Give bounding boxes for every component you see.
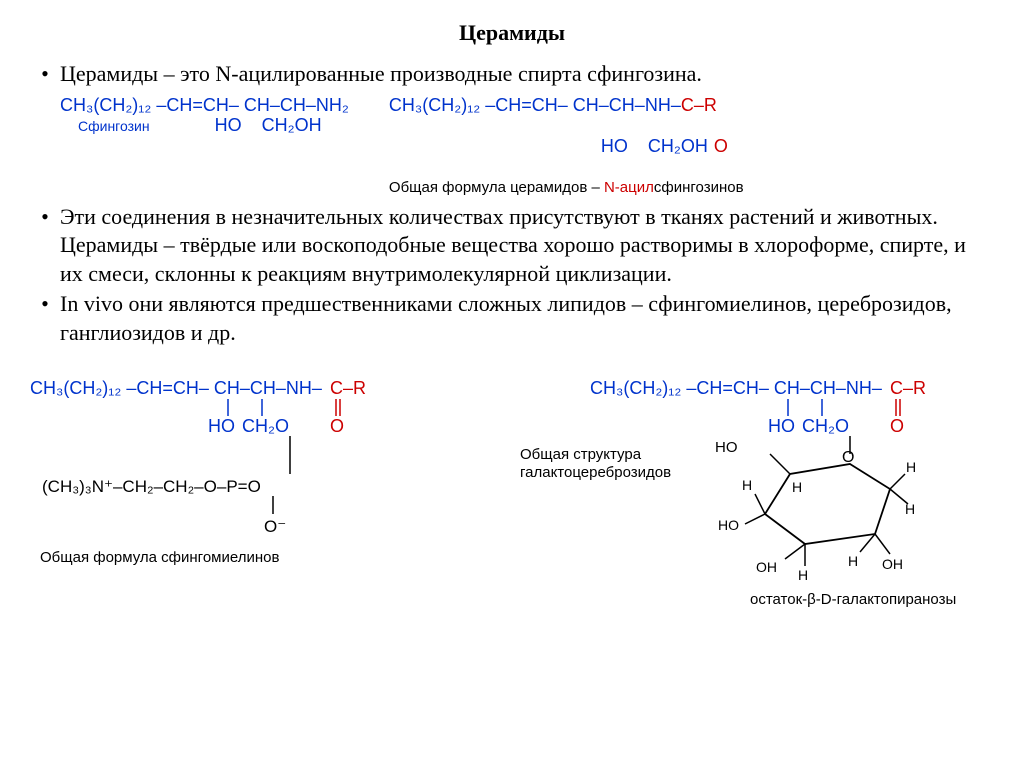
- sphingosine-chain: CH₃(CH₂)₁₂ –CH=CH– CH–CH–NH₂: [60, 95, 349, 115]
- galactose-ring: [765, 464, 890, 544]
- bullet-2-text: Эти соединения в незначительных количест…: [60, 203, 994, 289]
- gc-sugar-caption: остаток-β-D-галактопиранозы: [750, 591, 956, 608]
- sm-ominus: O⁻: [264, 517, 286, 536]
- bullet-3: • In vivo они являются предшественниками…: [30, 290, 994, 347]
- svg-text:OH: OH: [756, 559, 777, 575]
- ceramide-sub: HO CH₂OH: [601, 136, 708, 156]
- svg-text:HO: HO: [715, 439, 738, 456]
- sphingosine-sub: HO CH₂OH: [215, 115, 322, 135]
- ceramide-caption-red: N-ацил: [604, 179, 654, 196]
- ceramide-acyl: C–R: [681, 95, 717, 115]
- galacto-svg: CH₃(CH₂)₁₂ –CH=CH– CH–CH–NH– C–R HO CH₂O…: [520, 374, 1000, 614]
- svg-text:H: H: [792, 479, 802, 495]
- gc-side-caption-1: Общая структура: [520, 446, 642, 463]
- gc-top-blue: CH₃(CH₂)₁₂ –CH=CH– CH–CH–NH–: [590, 378, 882, 398]
- svg-text:H: H: [905, 501, 915, 517]
- bullet-3-text: In vivo они являются предшественниками с…: [60, 290, 994, 347]
- bullet-1: • Церамиды – это N-ацилированные произво…: [30, 60, 994, 89]
- page-title: Церамиды: [30, 20, 994, 46]
- sphingosine-label: Сфингозин: [78, 118, 150, 134]
- formula-ceramide-general: CH₃(CH₂)₁₂ –CH=CH– CH–CH–NH–C–R HO CH₂OH…: [389, 95, 744, 197]
- ceramide-caption-post: сфингозинов: [654, 179, 744, 196]
- bullet-1-text: Церамиды – это N-ацилированные производн…: [60, 60, 994, 89]
- gc-o: O: [890, 416, 904, 436]
- diagram-sphingomyelin: CH₃(CH₂)₁₂ –CH=CH– CH–CH–NH– C–R HO CH₂O…: [30, 374, 490, 619]
- svg-text:H: H: [906, 459, 916, 475]
- svg-text:H: H: [848, 553, 858, 569]
- bullet-mark: •: [30, 290, 60, 347]
- sm-caption: Общая формула сфингомиелинов: [40, 549, 279, 566]
- bullet-mark: •: [30, 60, 60, 89]
- bullet-mark: •: [30, 203, 60, 289]
- bullet-2: • Эти соединения в незначительных количе…: [30, 203, 994, 289]
- gc-side-caption-2: галактоцереброзидов: [520, 464, 671, 481]
- sm-o: O: [330, 416, 344, 436]
- sphingomyelin-svg: CH₃(CH₂)₁₂ –CH=CH– CH–CH–NH– C–R HO CH₂O…: [30, 374, 490, 574]
- ceramide-chain: CH₃(CH₂)₁₂ –CH=CH– CH–CH–NH–: [389, 95, 681, 115]
- lower-diagrams: CH₃(CH₂)₁₂ –CH=CH– CH–CH–NH– C–R HO CH₂O…: [30, 374, 994, 619]
- svg-text:H: H: [742, 477, 752, 493]
- formula-row-top: CH₃(CH₂)₁₂ –CH=CH– CH–CH–NH₂ Сфингозин H…: [60, 95, 994, 197]
- sm-ch2o: CH₂O: [242, 416, 289, 436]
- sm-top-red: C–R: [330, 378, 366, 398]
- gc-ho: HO: [768, 416, 795, 436]
- svg-text:O: O: [842, 449, 854, 466]
- diagram-galactocerebroside: CH₃(CH₂)₁₂ –CH=CH– CH–CH–NH– C–R HO CH₂O…: [520, 374, 1000, 619]
- sm-choline: (CH₃)₃N⁺–CH₂–CH₂–O–P=O: [42, 477, 261, 496]
- ceramide-caption-pre: Общая формула церамидов –: [389, 179, 604, 196]
- sm-ho: HO: [208, 416, 235, 436]
- gc-top-red: C–R: [890, 378, 926, 398]
- ceramide-o: O: [714, 136, 728, 156]
- gc-ch2o: CH₂O: [802, 416, 849, 436]
- svg-text:H: H: [798, 567, 808, 583]
- svg-text:OH: OH: [882, 556, 903, 572]
- svg-text:HO: HO: [718, 517, 739, 533]
- formula-sphingosine: CH₃(CH₂)₁₂ –CH=CH– CH–CH–NH₂ Сфингозин H…: [60, 95, 349, 197]
- sm-top-blue: CH₃(CH₂)₁₂ –CH=CH– CH–CH–NH–: [30, 378, 322, 398]
